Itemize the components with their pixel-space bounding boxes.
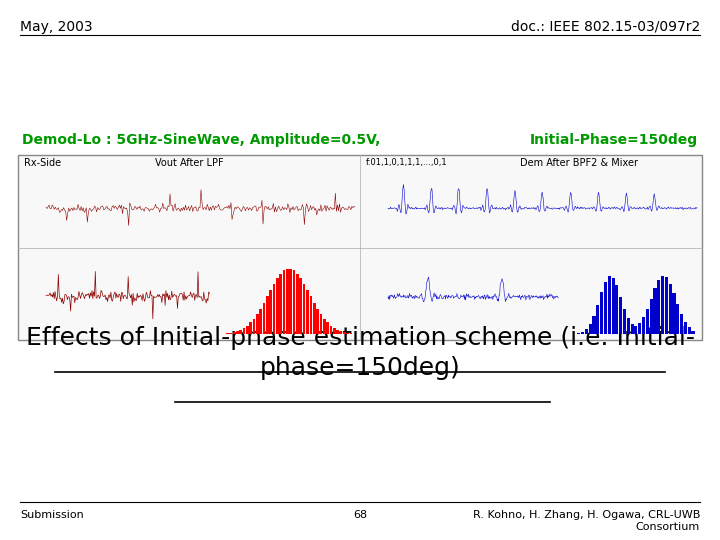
Bar xyxy=(259,309,262,334)
Bar xyxy=(593,316,595,334)
Text: Dem After BPF2 & Mixer: Dem After BPF2 & Mixer xyxy=(520,158,638,168)
Bar xyxy=(676,304,680,334)
Bar xyxy=(343,332,346,334)
Bar xyxy=(346,333,349,334)
Bar xyxy=(596,305,600,334)
Bar xyxy=(289,269,292,334)
Bar xyxy=(279,274,282,334)
Bar xyxy=(657,280,660,334)
Bar xyxy=(634,326,637,334)
Text: Vout After LPF: Vout After LPF xyxy=(155,158,223,168)
Text: phase=150deg): phase=150deg) xyxy=(260,356,460,380)
Bar xyxy=(646,309,649,334)
Bar xyxy=(638,323,642,334)
Bar xyxy=(608,276,611,334)
Bar xyxy=(18,155,702,340)
Bar xyxy=(604,282,607,334)
Bar xyxy=(273,284,275,334)
Text: Rx-Side: Rx-Side xyxy=(24,158,61,168)
Bar xyxy=(296,274,299,334)
Bar xyxy=(293,271,295,334)
Bar xyxy=(333,328,336,334)
Text: R. Kohno, H. Zhang, H. Ogawa, CRL-UWB
Consortium: R. Kohno, H. Zhang, H. Ogawa, CRL-UWB Co… xyxy=(472,510,700,531)
Bar xyxy=(688,327,690,334)
Text: Initial-Phase=150deg: Initial-Phase=150deg xyxy=(530,133,698,147)
Bar xyxy=(626,318,630,334)
Bar xyxy=(589,324,592,334)
Bar xyxy=(313,303,315,334)
Bar xyxy=(336,330,339,334)
Bar xyxy=(326,322,329,334)
Bar xyxy=(246,326,248,334)
Bar xyxy=(303,284,305,334)
Text: doc.: IEEE 802.15-03/097r2: doc.: IEEE 802.15-03/097r2 xyxy=(510,20,700,34)
Text: Demod-Lo : 5GHz-SineWave, Amplitude=0.5V,: Demod-Lo : 5GHz-SineWave, Amplitude=0.5V… xyxy=(22,133,380,147)
Bar xyxy=(642,318,645,334)
Bar xyxy=(266,296,269,334)
Text: f:01,1,0,1,1,1,...,0,1: f:01,1,0,1,1,1,...,0,1 xyxy=(366,158,448,167)
Text: Submission: Submission xyxy=(20,510,84,520)
Bar xyxy=(300,278,302,334)
Bar xyxy=(577,333,580,334)
Bar xyxy=(653,288,657,334)
Text: 68: 68 xyxy=(353,510,367,520)
Bar xyxy=(236,331,238,334)
Bar xyxy=(672,293,675,334)
Bar xyxy=(239,330,242,334)
Text: Effects of Initial-phase estimation scheme (i.e. Initial-: Effects of Initial-phase estimation sche… xyxy=(25,326,695,350)
Bar xyxy=(350,333,352,334)
Bar xyxy=(581,332,584,334)
Bar xyxy=(249,322,252,334)
Bar xyxy=(286,269,289,334)
Bar xyxy=(691,330,695,334)
Bar xyxy=(631,324,634,334)
Bar xyxy=(243,328,246,334)
Bar xyxy=(256,314,258,334)
Bar xyxy=(669,284,672,334)
Bar xyxy=(253,319,256,334)
Bar xyxy=(680,314,683,334)
Bar xyxy=(269,290,272,334)
Bar xyxy=(323,319,325,334)
Bar xyxy=(320,314,323,334)
Text: May, 2003: May, 2003 xyxy=(20,20,93,34)
Bar xyxy=(340,331,342,334)
Bar xyxy=(619,297,622,334)
Bar xyxy=(263,303,266,334)
Bar xyxy=(310,296,312,334)
Bar xyxy=(649,299,653,334)
Bar xyxy=(276,278,279,334)
Bar xyxy=(616,286,618,334)
Bar xyxy=(283,271,285,334)
Bar xyxy=(306,290,309,334)
Bar xyxy=(233,332,235,334)
Bar xyxy=(661,276,664,334)
Bar xyxy=(665,278,668,334)
Bar xyxy=(330,326,332,334)
Bar xyxy=(600,292,603,334)
Bar xyxy=(684,322,687,334)
Bar xyxy=(226,333,228,334)
Bar xyxy=(316,309,319,334)
Bar xyxy=(623,309,626,334)
Bar xyxy=(229,333,232,334)
Bar xyxy=(611,278,615,334)
Bar xyxy=(585,329,588,334)
